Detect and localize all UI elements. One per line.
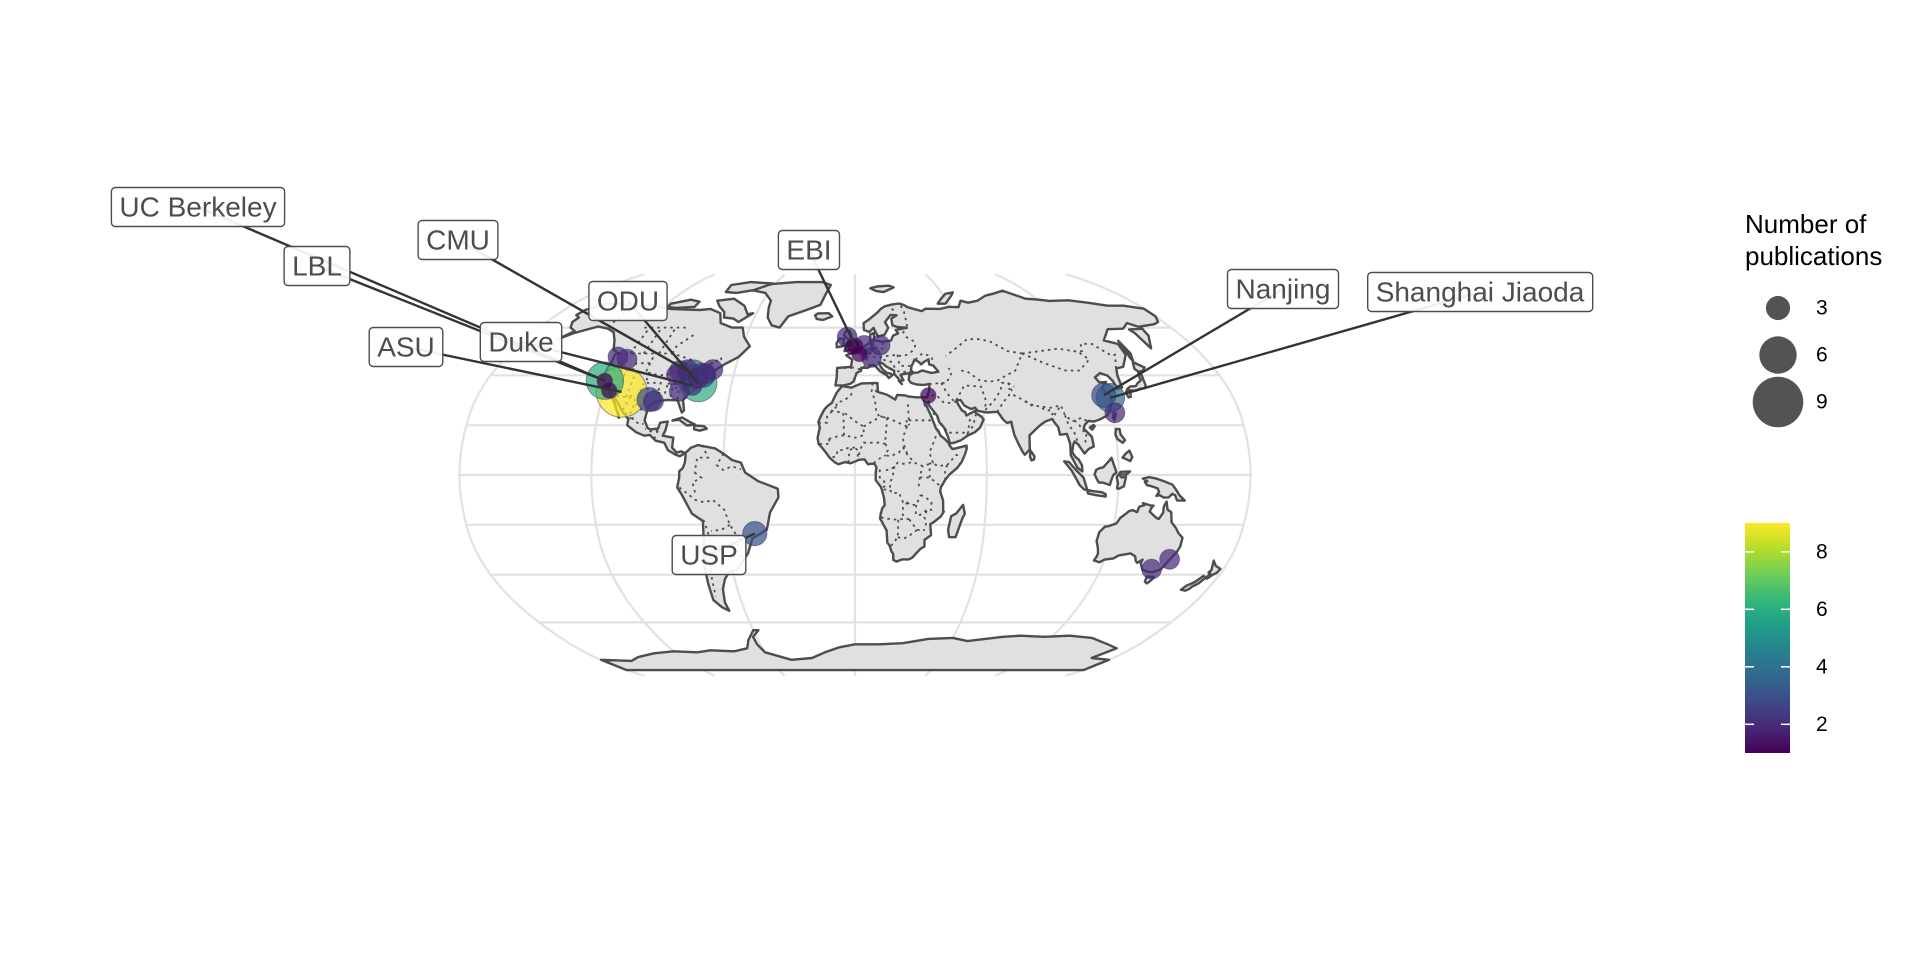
color-tick-label: 8 [1816,540,1828,563]
publication-point [1160,549,1180,569]
label-text: UC Berkeley [119,192,276,223]
label-lbl: LBL [284,247,350,286]
label-usp: USP [672,536,746,575]
label-nanjing: Nanjing [1228,270,1339,309]
land-japan-hokkaido [1133,362,1145,372]
land-new-guinea [1143,477,1185,500]
label-text: Duke [488,327,553,358]
land-hainan [1090,425,1095,430]
label-odu: ODU [589,282,667,321]
size-legend-circle [1766,296,1790,320]
size-legend-label: 9 [1816,391,1828,414]
land-hispaniola [694,426,707,431]
legend: Number of publications 3 6 9 2 4 6 8 [1745,209,1882,753]
land-svalbard [870,286,893,292]
color-tick-label: 6 [1816,598,1828,621]
label-asu: ASU [369,328,443,367]
label-cmu: CMU [418,221,498,260]
land-sulawesi [1117,472,1130,489]
label-text: ASU [377,332,435,363]
land-new-zealand-south [1181,576,1206,591]
leader-line [317,266,605,381]
land-antarctica [601,630,1117,670]
size-legend: 3 6 9 [1753,296,1828,427]
color-bar [1745,523,1790,753]
label-uc-berkeley: UC Berkeley [111,188,284,227]
publication-point [703,360,723,380]
land-madagascar [948,505,965,537]
land-iceland [815,313,832,320]
publication-point [870,335,890,355]
publication-point [1105,403,1125,423]
land-greenland [752,282,831,328]
publication-point [921,388,936,403]
label-text: EBI [786,235,831,266]
size-legend-circle [1759,336,1796,373]
color-tick-label: 4 [1816,655,1828,678]
publication-point [644,391,664,411]
label-text: ODU [597,286,659,317]
size-legend-label: 6 [1816,344,1828,367]
land-mindanao [1123,451,1133,462]
land-novaya-zemlya [938,292,953,303]
land-java [1087,490,1106,497]
label-shanghai-jiaoda: Shanghai Jiaoda [1368,273,1593,312]
color-tick-label: 2 [1816,713,1828,736]
label-text: LBL [292,251,342,282]
size-legend-title-line-1: Number of [1745,209,1867,239]
label-text: Shanghai Jiaoda [1376,277,1585,308]
publication-point [852,346,867,361]
land-baffin-island [717,299,753,322]
label-text: USP [680,540,738,571]
size-legend-label: 3 [1816,297,1828,320]
publication-point [1142,559,1162,579]
label-ebi: EBI [778,231,839,270]
size-legend-title-line-2: publications [1745,241,1882,271]
label-text: Nanjing [1236,274,1331,305]
land-sri-lanka [1030,451,1035,461]
size-legend-circle [1753,377,1804,428]
label-duke: Duke [480,323,561,362]
land-borneo [1095,458,1117,485]
label-text: CMU [426,225,490,256]
